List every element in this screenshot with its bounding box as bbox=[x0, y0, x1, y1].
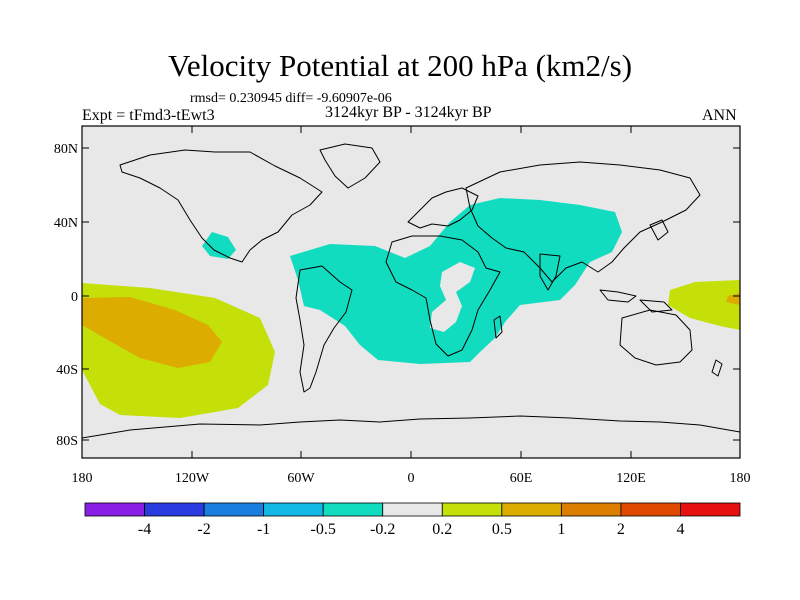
lat-tick-label: 40N bbox=[54, 216, 78, 231]
colorbar-label: 0.5 bbox=[492, 521, 512, 538]
stats-text: rmsd= 0.230945 diff= -9.60907e-06 bbox=[190, 91, 392, 106]
lon-tick-label: 180 bbox=[730, 471, 751, 486]
neutral-gap bbox=[430, 262, 475, 332]
colorbar-swatch bbox=[501, 502, 562, 517]
colorbar-swatch bbox=[263, 502, 324, 517]
colorbar-label: -4 bbox=[138, 521, 151, 538]
colorbar-label: -1 bbox=[257, 521, 270, 538]
colorbar-swatch bbox=[441, 502, 503, 517]
colorbar-swatch bbox=[680, 502, 741, 517]
period-label: 3124kyr BP - 3124kyr BP bbox=[325, 104, 492, 121]
colorbar-label: 0.2 bbox=[432, 521, 452, 538]
colorbar-swatch bbox=[144, 502, 205, 517]
positive-anomaly-west-pacific bbox=[668, 280, 740, 330]
lon-tick-label: 60W bbox=[287, 471, 315, 486]
lat-tick-label: 0 bbox=[71, 290, 78, 305]
colorbar-swatch bbox=[620, 502, 681, 517]
experiment-label: Expt = tFmd3-tEwt3 bbox=[82, 107, 215, 124]
plot-title: Velocity Potential at 200 hPa (km2/s) bbox=[167, 48, 633, 83]
lon-tick-label: 180 bbox=[72, 471, 93, 486]
colorbar: -4 -2 -1 -0.5 -0.2 0.2 0.5 1 2 4 bbox=[84, 502, 741, 538]
colorbar-label: 1 bbox=[557, 521, 565, 538]
positive-core-east-pacific bbox=[82, 297, 222, 368]
lon-tick-label: 60E bbox=[510, 471, 533, 486]
lon-tick-label: 120E bbox=[616, 471, 646, 486]
colorbar-label: -0.2 bbox=[370, 521, 395, 538]
colorbar-swatch bbox=[322, 502, 384, 517]
colorbar-label: -2 bbox=[197, 521, 210, 538]
axes: 80N 40N 0 40S 80S 180 120W 60W 0 60E 120E 180 bbox=[54, 126, 751, 486]
lon-tick-label: 120W bbox=[175, 471, 210, 486]
colorbar-swatch bbox=[84, 502, 145, 517]
contour-fields bbox=[82, 143, 740, 439]
lat-tick-label: 40S bbox=[56, 363, 78, 378]
colorbar-swatch bbox=[382, 502, 443, 517]
colorbar-label: 2 bbox=[617, 521, 625, 538]
coastlines bbox=[82, 143, 740, 439]
colorbar-label: -0.5 bbox=[311, 521, 336, 538]
colorbar-swatch bbox=[203, 502, 265, 517]
colorbar-label: 4 bbox=[676, 521, 684, 538]
colorbar-swatch bbox=[560, 502, 622, 517]
lat-tick-label: 80S bbox=[56, 434, 78, 449]
season-label: ANN bbox=[702, 107, 737, 124]
negative-anomaly-blob bbox=[202, 232, 236, 259]
lat-tick-label: 80N bbox=[54, 142, 78, 157]
lon-tick-label: 0 bbox=[408, 471, 415, 486]
